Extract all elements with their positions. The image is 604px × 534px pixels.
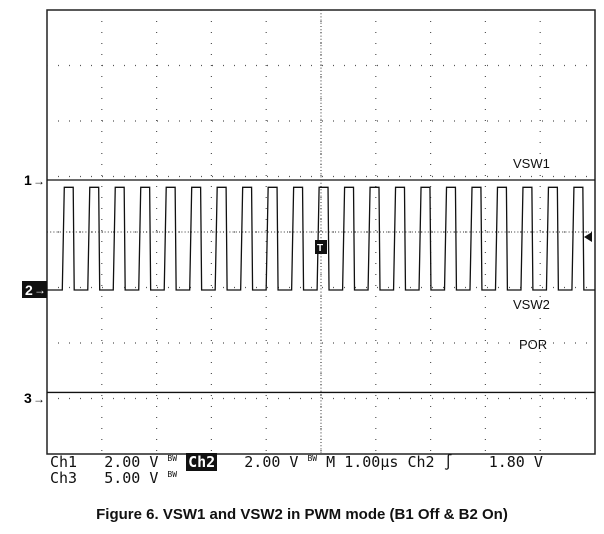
figure-caption: Figure 6. VSW1 and VSW2 in PWM mode (B1 … <box>96 506 508 523</box>
ch1-marker: 1 → <box>24 172 45 188</box>
label-vsw1: VSW1 <box>513 156 550 171</box>
ch2-marker: 2 → <box>22 281 47 298</box>
svg-text:→: → <box>33 392 45 406</box>
svg-text:→: → <box>33 174 45 188</box>
readout-line-2: Ch3 5.00 V BW <box>50 469 178 487</box>
graticule <box>46 9 596 455</box>
trigger-level-arrow <box>584 232 592 242</box>
readout-line-1: Ch1 2.00 V BW Ch2 2.00 V BW M 1.00µs Ch2… <box>50 453 543 471</box>
label-vsw2: VSW2 <box>513 297 550 312</box>
label-por: POR <box>519 337 547 352</box>
svg-text:3: 3 <box>24 390 32 406</box>
svg-text:1: 1 <box>24 172 32 188</box>
svg-text:T: T <box>317 243 323 254</box>
trigger-marker: T <box>315 240 327 254</box>
svg-text:→: → <box>34 283 46 297</box>
scope-screen: VSW1 VSW2 POR 1 → 2 → 3 → T <box>22 9 596 455</box>
ch3-marker: 3 → <box>24 390 45 406</box>
traces <box>47 179 595 394</box>
svg-text:2: 2 <box>25 282 33 298</box>
trace-vsw2 <box>47 186 595 291</box>
